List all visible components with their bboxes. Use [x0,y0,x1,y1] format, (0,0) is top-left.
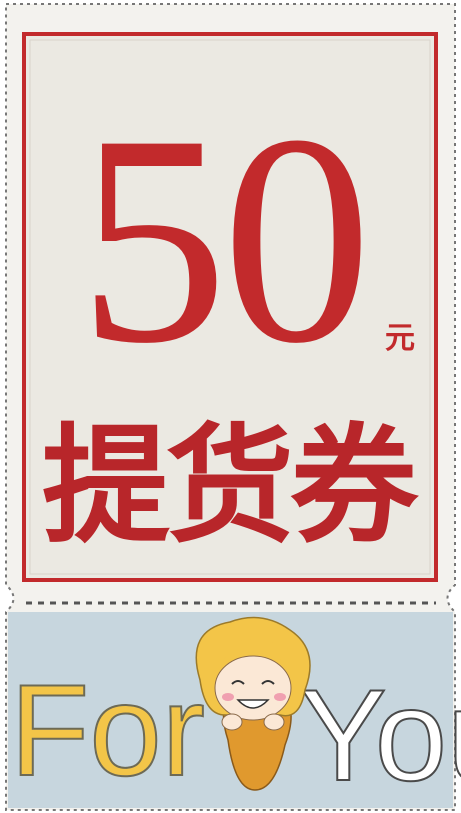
footer-left: For [10,657,205,803]
footer-right: You [300,662,461,808]
voucher-frame [22,32,438,582]
inner-frame [29,39,431,575]
amount: 50 [78,73,366,405]
cartoon-girl [195,616,311,791]
unit: 元 [385,321,415,356]
voucher-title: 提货券 [42,412,419,561]
